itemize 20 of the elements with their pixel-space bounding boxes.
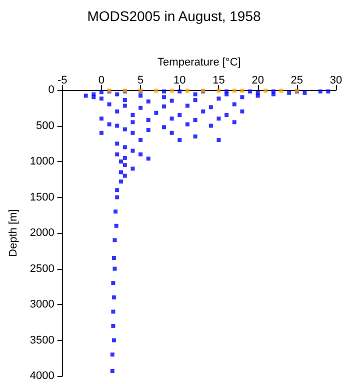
y-axis-title: Depth [m] — [8, 209, 20, 257]
y-tick-label: 500 — [36, 120, 54, 132]
y-tick-label: 2500 — [30, 262, 54, 275]
x-axis-title: Temperature [°C] — [158, 56, 241, 68]
y-tick-label: 0 — [48, 84, 54, 96]
x-tick-label: 25 — [290, 74, 304, 86]
chart-title: MODS2005 in August, 1958 — [87, 8, 261, 24]
y-tick-label: 4000 — [30, 370, 54, 382]
y-tick-label: 3000 — [30, 298, 54, 310]
x-tick-label: 0 — [98, 74, 105, 86]
x-tick-label: 5 — [137, 74, 144, 86]
y-tick-label: 3500 — [30, 334, 54, 346]
y-tick-label: 2000 — [30, 227, 54, 239]
x-tick-label: 20 — [252, 74, 264, 86]
x-tick-label: -5 — [57, 74, 68, 86]
x-tick-label: 30 — [330, 74, 342, 86]
x-tick-label: 15 — [212, 74, 225, 86]
y-tick-label: 1500 — [30, 191, 54, 204]
y-tick-label: 1000 — [30, 156, 54, 168]
x-tick-label: 10 — [174, 74, 186, 86]
